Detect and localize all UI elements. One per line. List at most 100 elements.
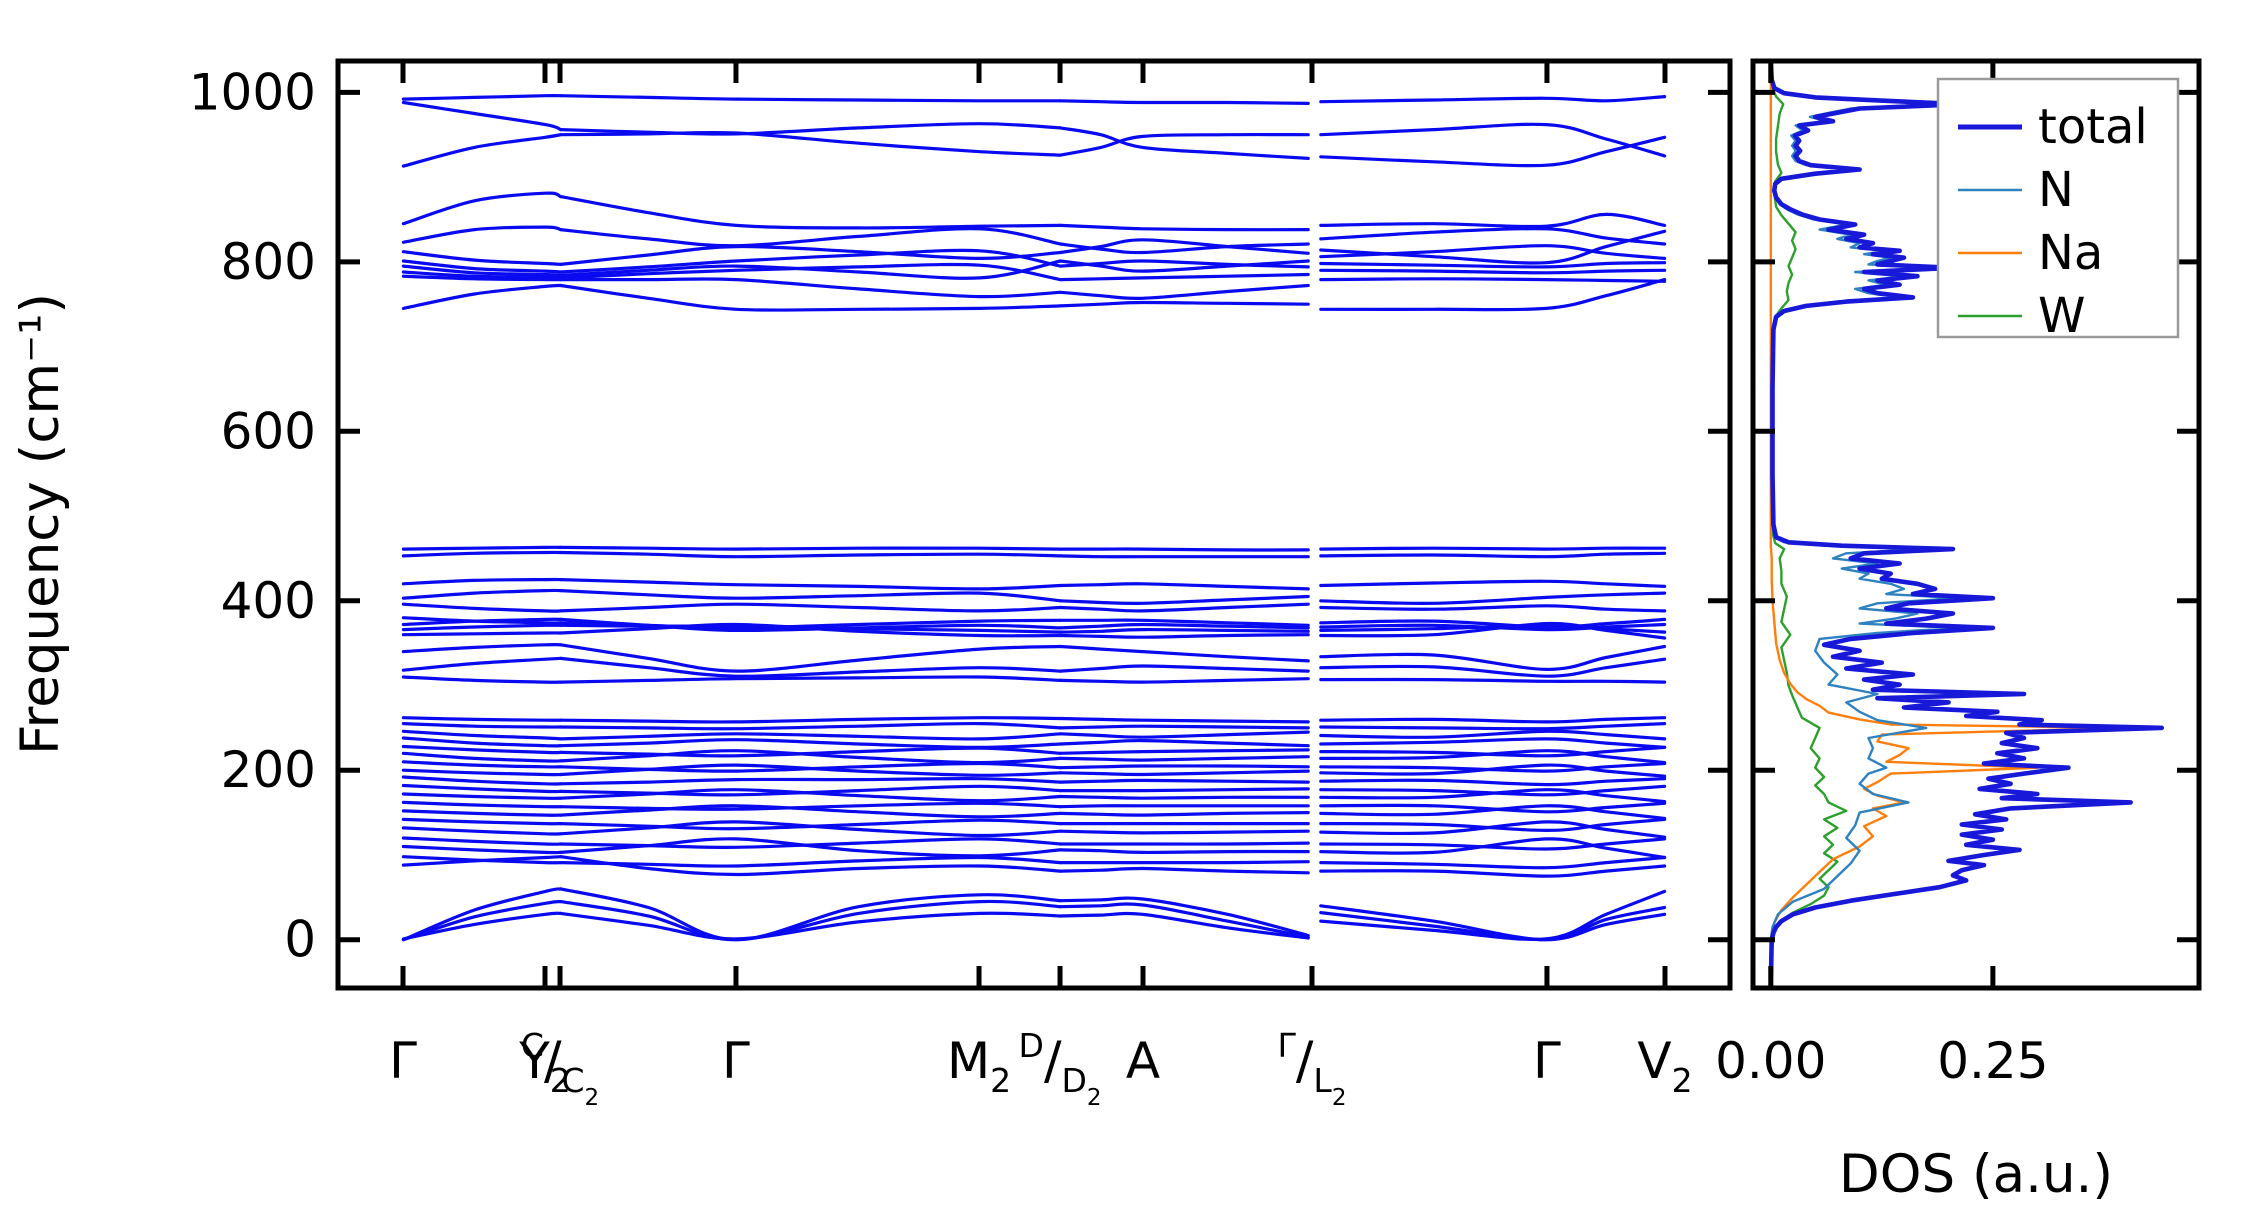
legend-label-W: W [2038,288,2085,344]
legend-box [1936,77,2180,339]
phonon-band-line [401,270,563,280]
phonon-band-line [401,133,563,168]
phonon-band-line [1058,730,1310,739]
phonon-band-line [401,809,563,817]
phonon-band-line [559,130,1062,157]
k-point-label: V2 [1637,1032,1692,1100]
phonon-band-line [559,804,1062,819]
phonon-band-line [559,716,1062,724]
phonon-band-line [401,675,563,684]
k-point-label: Y2 [518,1032,571,1100]
legend-label-Na: Na [2038,225,2103,281]
phonon-band-line [1058,664,1310,673]
phonon-band-line [1319,226,1667,246]
dos-curve-W [1769,62,1848,987]
phonon-band-line [559,578,1062,591]
phonon-band-line [1058,811,1310,817]
phonon-band-line [559,911,1062,941]
phonon-band-line [559,763,1062,777]
phonon-band-line [1058,618,1310,627]
phonon-band-line [1319,788,1667,804]
phonon-band-line [559,855,1062,877]
phonon-band-line [559,622,1062,638]
k-point-label: D/D2 [1019,1026,1102,1111]
phonon-band-line [1319,784,1667,797]
phonon-band-line [401,631,563,637]
phonon-band-line [401,729,563,741]
phonon-band-line [1058,748,1310,755]
phonon-band-line [1058,911,1310,940]
phonon-band-line [401,736,563,748]
phonon-band-line [559,899,1062,942]
phonon-band-line [401,722,563,729]
phonon-band-line [1058,738,1310,748]
phonon-band-line [401,545,563,551]
phonon-band-line [1319,777,1667,787]
phonon-band-line [1319,737,1667,749]
phonon-band-line [401,751,563,763]
legend-label-total: total [2038,99,2148,155]
phonon-band-line [1319,855,1667,870]
phonon-band-line [559,545,1062,551]
phonon-band-line [1058,769,1310,777]
phonon-band-line [1058,764,1310,770]
phonon-band-line [401,550,563,558]
phonon-band-line [559,244,1062,266]
y-tick-label: 600 [221,402,316,460]
phonon-band-line [559,788,1062,803]
y-tick-label: 800 [221,233,316,291]
phonon-band-line [1058,99,1310,105]
k-point-label: Γ [1533,1032,1561,1090]
phonon-band-line [1319,546,1667,551]
phonon-band-line [1319,277,1667,283]
phonon-band-line [401,617,563,627]
dos-curve-N [1769,62,1959,987]
phonon-band-line [1319,551,1667,559]
phonon-band-line [401,264,563,277]
y-axis-label: Frequency (cm⁻¹) [10,293,71,755]
phonon-band-line [1319,804,1667,821]
k-point-label: A [1126,1032,1160,1090]
k-point-label: M2 [947,1032,1011,1100]
phonon-band-line [559,820,1062,838]
phonon-band-line [559,122,1062,136]
generated-plot-content: 0 200 400 600 800 1000 Γ Y2C/C2 Γ M2D/D2 A Γ/L2 Γ V2 0… [189,58,2202,1111]
phonon-band-line [559,602,1062,613]
k-point-label: Γ/L2 [1278,1026,1347,1111]
phonon-band-line [1058,902,1310,939]
phonon-band-line [1319,591,1667,605]
dos-x-tick-label: 0.25 [1937,1032,2048,1090]
phonon-band-line [1319,122,1667,158]
phonon-band-line [1058,272,1310,282]
phonon-band-line [559,777,1062,786]
legend-label-N: N [2038,162,2074,218]
phonon-band-line [1319,261,1667,269]
k-point-label: Γ [722,1032,750,1090]
phonon-band-line [1319,135,1667,168]
phonon-band-line [1058,126,1310,160]
phonon-band-line [1058,896,1310,938]
phonon-band-line [401,760,563,769]
phonon-band-line [1319,820,1667,839]
phonon-band-line [1319,278,1667,312]
phonon-band-line [401,623,563,632]
phonon-band-line [1319,677,1667,684]
phonon-band-line [1058,860,1310,865]
phonon-band-line [401,817,563,826]
phonon-band-line [1058,582,1310,591]
phonon-band-line [1058,724,1310,730]
phonon-band-line [1319,837,1667,860]
phonon-band-line [1319,749,1667,765]
phonon-band-line [401,716,563,722]
phonon-band-line [401,588,563,600]
phonon-band-line [401,792,563,800]
phonon-band-line [1058,300,1310,308]
phonon-band-line [1319,801,1667,814]
phonon-band-line [401,259,563,274]
phonon-band-line [559,837,1062,858]
phonon-band-line [559,277,1062,299]
phonon-band-line [1058,804,1310,809]
phonon-band-line [1058,633,1310,639]
